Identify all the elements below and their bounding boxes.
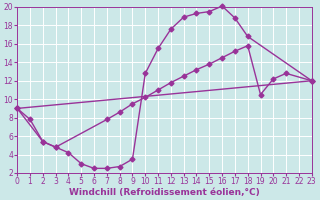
- X-axis label: Windchill (Refroidissement éolien,°C): Windchill (Refroidissement éolien,°C): [69, 188, 260, 197]
